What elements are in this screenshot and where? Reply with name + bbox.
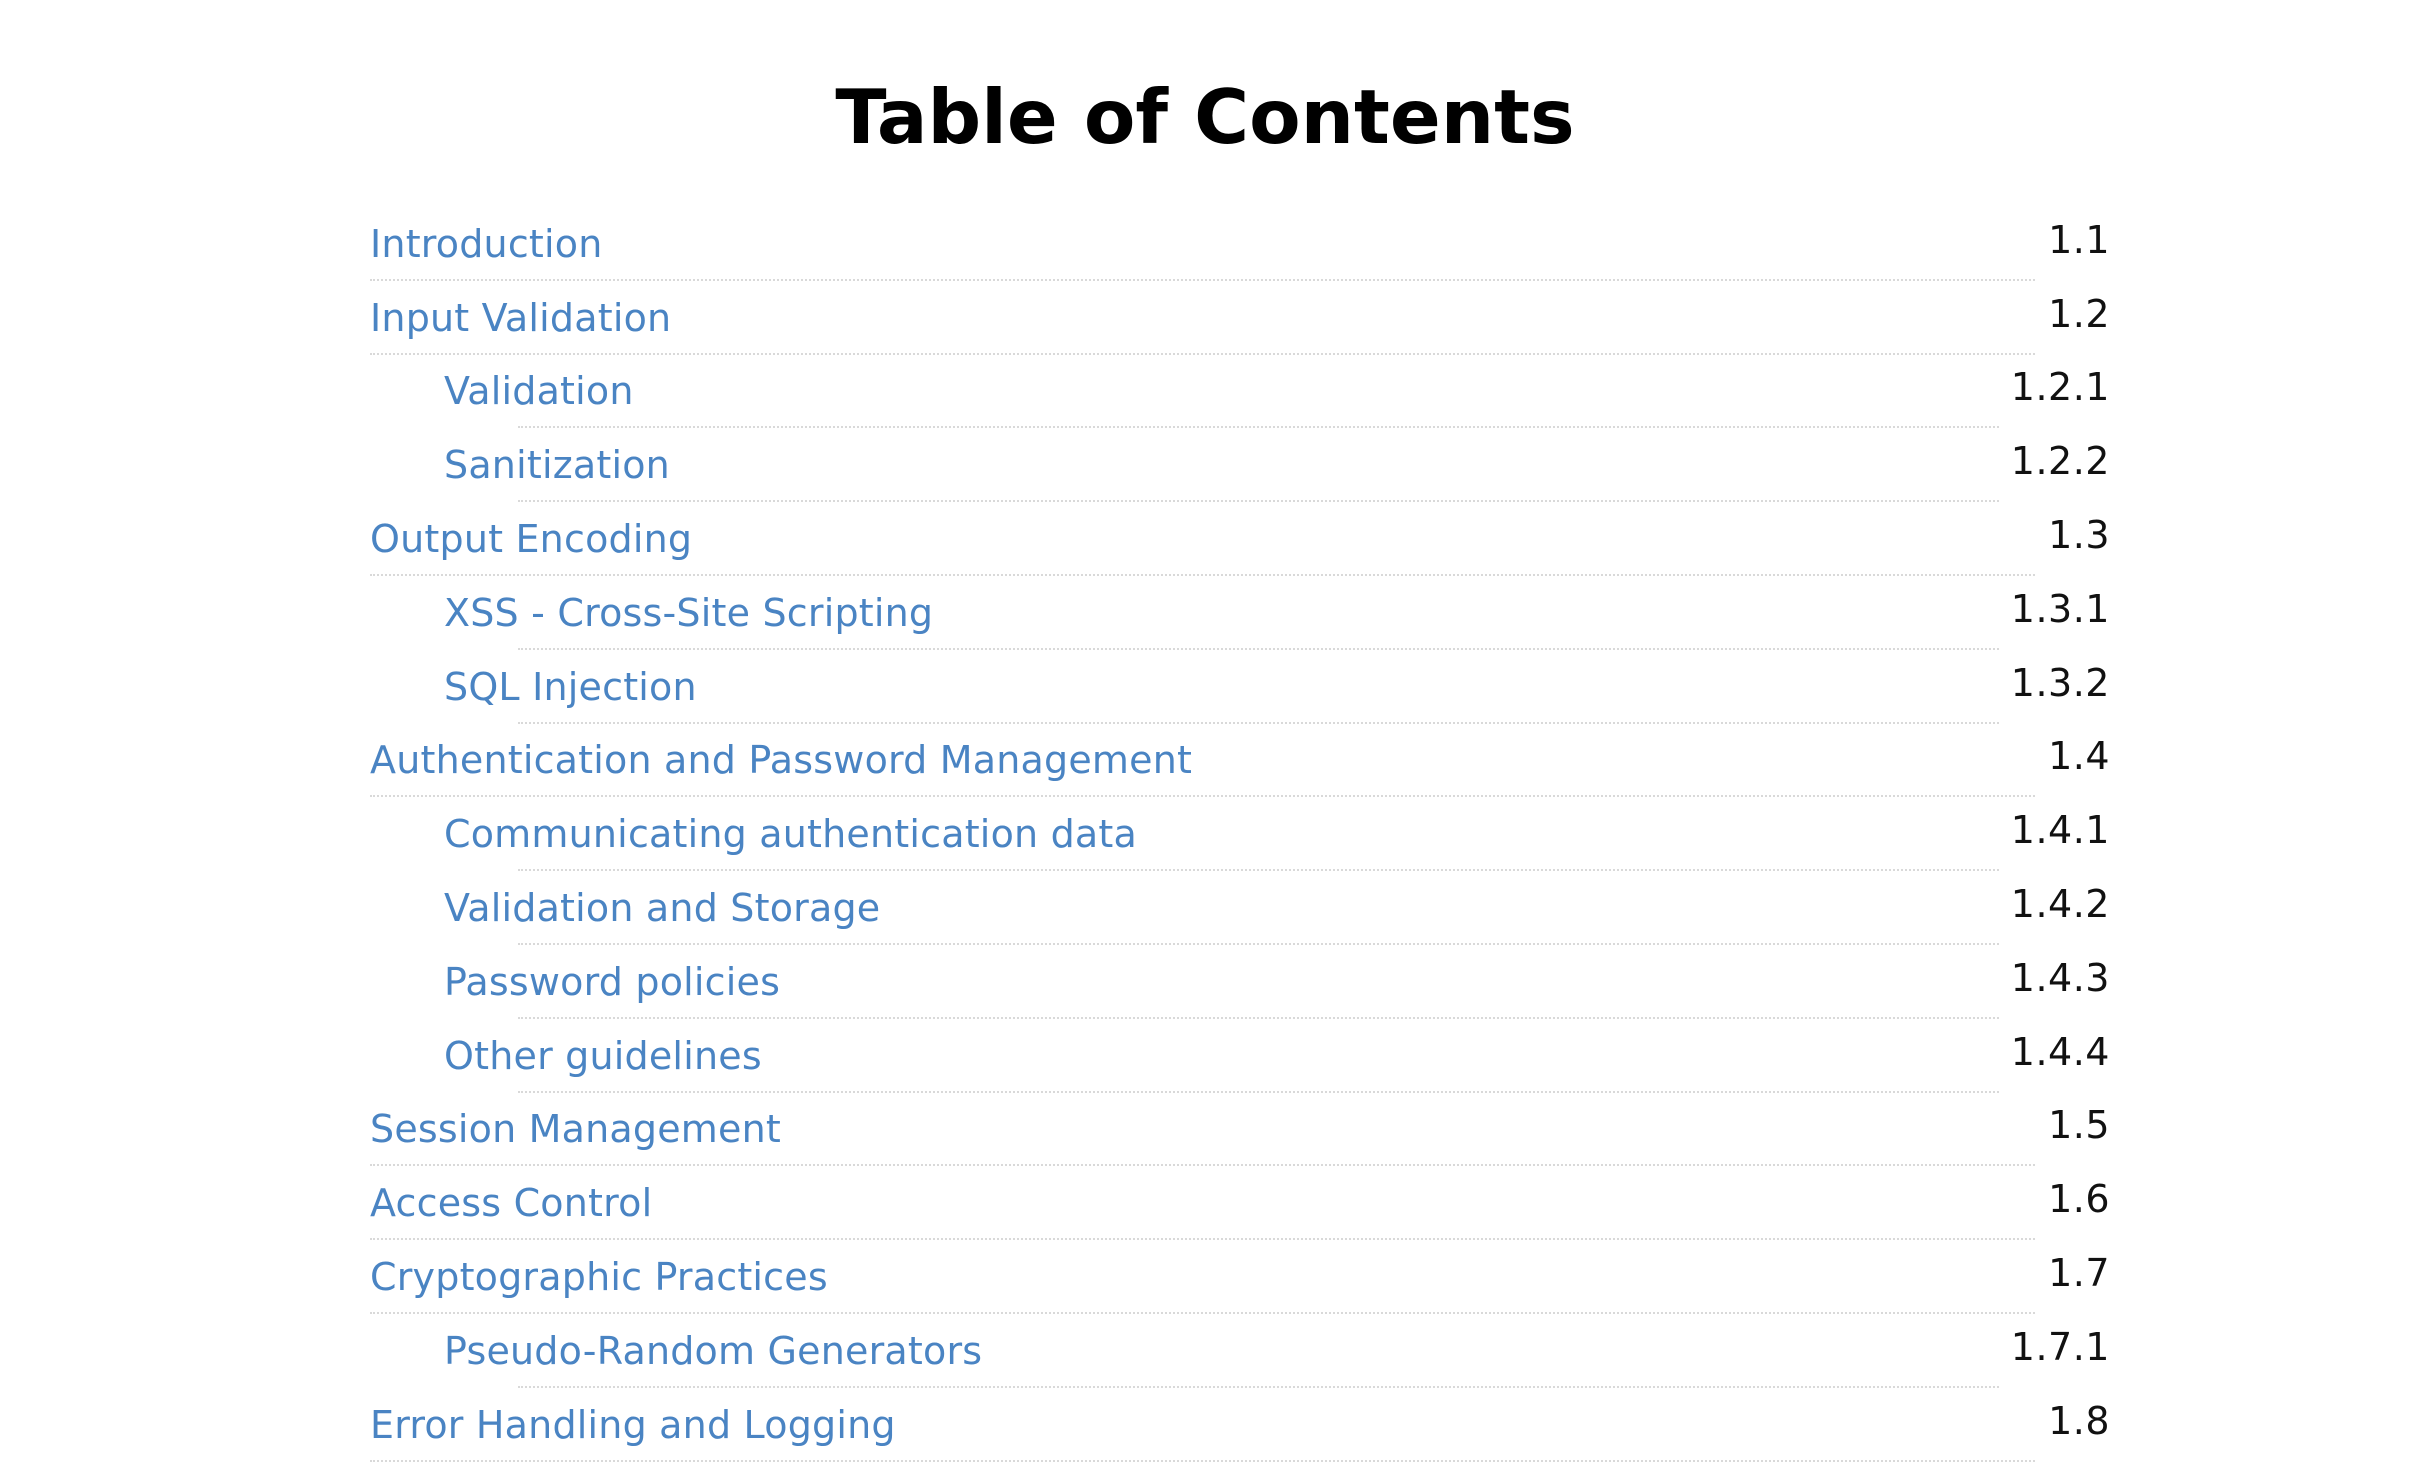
toc-number: 1.3: [2048, 513, 2110, 558]
toc-entry: Introduction 1.1: [370, 211, 2110, 285]
toc-link[interactable]: SQL Injection: [444, 664, 697, 709]
toc-entry: Output Encoding 1.3: [370, 506, 2110, 580]
toc-subentry: Communicating authentication data 1.4.1: [370, 801, 2110, 875]
dotted-divider: [370, 1238, 2035, 1241]
dotted-divider: [518, 647, 1999, 650]
toc-list: Introduction 1.1 Input Validation 1.2 Va…: [370, 211, 2110, 1466]
toc-number: 1.8: [2048, 1398, 2110, 1443]
toc-entry: Input Validation 1.2: [370, 285, 2110, 359]
toc-number: 1.6: [2048, 1177, 2110, 1222]
toc-link[interactable]: Password policies: [444, 959, 781, 1004]
toc-link[interactable]: Output Encoding: [370, 517, 693, 562]
toc-link[interactable]: Access Control: [370, 1181, 653, 1226]
toc-link[interactable]: Error Handling and Logging: [370, 1402, 896, 1447]
toc-entry: Cryptographic Practices 1.7: [370, 1244, 2110, 1318]
toc-link[interactable]: Introduction: [370, 221, 603, 266]
toc-number: 1.2: [2048, 291, 2110, 336]
toc-entry: Access Control 1.6: [370, 1170, 2110, 1244]
toc-subentry: Other guidelines 1.4.4: [370, 1023, 2110, 1097]
dotted-divider: [518, 869, 1999, 872]
toc-subentry: Validation 1.2.1: [370, 359, 2110, 433]
toc-link[interactable]: Other guidelines: [444, 1033, 762, 1078]
toc-number: 1.2.1: [2010, 365, 2110, 410]
dotted-divider: [518, 721, 1999, 724]
toc-number: 1.1: [2048, 217, 2110, 262]
toc-number: 1.5: [2048, 1103, 2110, 1148]
dotted-divider: [518, 1016, 1999, 1019]
toc-number: 1.2.2: [2010, 439, 2110, 484]
toc-subentry: Pseudo-Random Generators 1.7.1: [370, 1318, 2110, 1392]
toc-number: 1.7: [2048, 1251, 2110, 1296]
toc-number: 1.3.1: [2010, 586, 2110, 631]
toc-link[interactable]: Input Validation: [370, 295, 672, 340]
toc-entry: Authentication and Password Management 1…: [370, 728, 2110, 802]
toc-link[interactable]: Validation: [444, 369, 634, 414]
dotted-divider: [518, 1090, 1999, 1093]
page-title: Table of Contents: [835, 73, 1575, 161]
dotted-divider: [370, 1164, 2035, 1167]
toc-number: 1.3.2: [2010, 660, 2110, 705]
toc-subentry: Sanitization 1.2.2: [370, 432, 2110, 506]
toc-subentry: Validation and Storage 1.4.2: [370, 875, 2110, 949]
toc-number: 1.7.1: [2010, 1324, 2110, 1369]
toc-entry: Session Management 1.5: [370, 1097, 2110, 1171]
toc-link[interactable]: Authentication and Password Management: [370, 738, 1193, 783]
toc-number: 1.4: [2048, 734, 2110, 779]
toc-subentry: SQL Injection 1.3.2: [370, 654, 2110, 728]
dotted-divider: [370, 278, 2035, 281]
toc-link[interactable]: Validation and Storage: [444, 886, 881, 931]
toc-link[interactable]: Pseudo-Random Generators: [444, 1328, 983, 1373]
dotted-divider: [518, 500, 1999, 503]
dotted-divider: [518, 942, 1999, 945]
dotted-divider: [518, 426, 1999, 429]
dotted-divider: [370, 573, 2035, 576]
dotted-divider: [370, 795, 2035, 798]
toc-link[interactable]: Sanitization: [444, 443, 670, 488]
toc-link[interactable]: Communicating authentication data: [444, 812, 1137, 857]
toc-number: 1.4.4: [2010, 1029, 2110, 1074]
toc-link[interactable]: Session Management: [370, 1107, 781, 1152]
toc-entry: Error Handling and Logging 1.8: [370, 1392, 2110, 1466]
toc-number: 1.4.1: [2010, 808, 2110, 853]
toc-subentry: XSS - Cross-Site Scripting 1.3.1: [370, 580, 2110, 654]
dotted-divider: [370, 352, 2035, 355]
dotted-divider: [370, 1311, 2035, 1314]
toc-link[interactable]: Cryptographic Practices: [370, 1255, 828, 1300]
dotted-divider: [518, 1385, 1999, 1388]
toc-link[interactable]: XSS - Cross-Site Scripting: [444, 590, 934, 635]
dotted-divider: [370, 1459, 2035, 1462]
toc-number: 1.4.2: [2010, 882, 2110, 927]
toc-subentry: Password policies 1.4.3: [370, 949, 2110, 1023]
toc-number: 1.4.3: [2010, 955, 2110, 1000]
